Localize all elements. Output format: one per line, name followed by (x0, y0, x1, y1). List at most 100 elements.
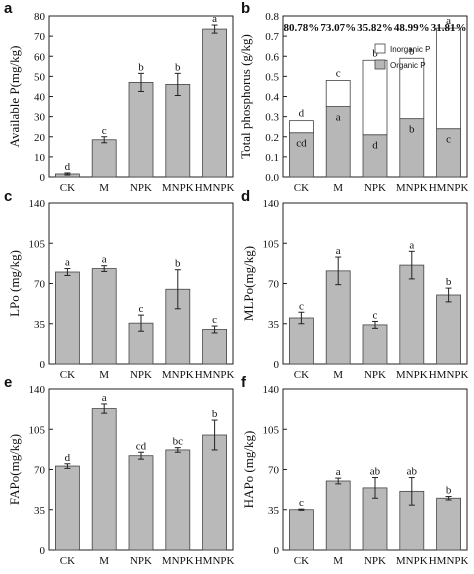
panel-a-significance-letter: b (175, 61, 181, 73)
panel-a-significance-letter: b (138, 61, 144, 73)
panel-c-significance-letter: a (65, 257, 70, 269)
panel-b-percentage-label: 31.81% (431, 22, 467, 34)
panel-b-ytick-label: 0.4 (265, 92, 279, 104)
panel-c-ytick-label: 35 (34, 319, 46, 331)
panel-a-ytick-label: 20 (34, 132, 46, 144)
panel-f-ytick-label: 70 (268, 465, 280, 477)
panel-a-significance-letter: a (212, 13, 217, 25)
panel-d-xtick-label: CK (294, 369, 309, 381)
panel-b-ytick-label: 0.6 (265, 51, 279, 63)
panel-e-significance-letter: b (212, 408, 218, 420)
panel-b-organic-letter: d (372, 140, 378, 152)
panel-e-xtick-label: NPK (130, 555, 152, 567)
panel-b-percentage-label: 35.82% (357, 22, 393, 34)
panel-a-xtick-label: HMNPK (195, 182, 235, 194)
panel-a-letter: a (4, 0, 13, 17)
panel-c-significance-letter: b (175, 258, 181, 270)
panel-f-ytick-label: 140 (263, 384, 280, 396)
panel-f-ytick-label: 35 (268, 505, 280, 517)
panel-a-ytick-label: 80 (34, 11, 46, 23)
panel-c-significance-letter: c (139, 303, 144, 315)
panel-d-bar (325, 270, 351, 365)
panel-c-letter: c (4, 188, 12, 205)
panel-f-xtick-label: M (333, 555, 343, 567)
panel-e-xtick-label: CK (60, 555, 75, 567)
panel-a-ytick-label: 10 (34, 152, 46, 164)
panel-f-xtick-label: NPK (364, 555, 386, 567)
panel-d-ylabel: MLPo(mg/kg) (241, 246, 256, 321)
panel-b-percentage-label: 73.07% (320, 22, 356, 34)
panel-f-ytick-label: 105 (263, 424, 280, 436)
panel-c-xtick-label: MNPK (162, 369, 194, 381)
panel-e-significance-letter: cd (136, 440, 147, 452)
panel-f-xtick-label: CK (294, 555, 309, 567)
panel-d-letter: d (241, 188, 250, 205)
panel-d-xtick-label: NPK (364, 369, 386, 381)
panel-c-xtick-label: HMNPK (195, 369, 235, 381)
panel-b-xtick-label: NPK (364, 182, 386, 194)
panel-b-organic-letter: b (409, 124, 415, 136)
panel-a-bar (128, 82, 154, 178)
panel-b-bar-inorganic (288, 120, 314, 134)
panel-b-organic-letter: c (446, 134, 451, 146)
panel-a-ylabel: Available P(mg/kg) (7, 46, 22, 148)
panel-f-significance-letter: ab (370, 466, 381, 478)
panel-b-ytick-label: 0.1 (265, 152, 279, 164)
panel-b-bar-inorganic (362, 59, 388, 136)
panel-b-ytick-label: 0.0 (265, 172, 279, 184)
panel-b-organic-letter: cd (296, 138, 307, 150)
panel-e-ytick-label: 140 (29, 384, 46, 396)
panel-a-ytick-label: 50 (34, 71, 46, 83)
panel-b-ytick-label: 0.5 (265, 71, 279, 83)
panel-c-xtick-label: M (99, 369, 109, 381)
panel-a-ytick-label: 60 (34, 51, 46, 63)
panel-c-ytick-label: 70 (34, 279, 46, 291)
panel-b-bar-inorganic (436, 27, 462, 130)
panel-d-bar (399, 264, 425, 365)
panel-e-bar (202, 434, 228, 551)
panel-a-ytick-label: 0 (40, 172, 46, 184)
panel-e-ytick-label: 0 (40, 545, 46, 557)
panel-c-bar (55, 271, 80, 365)
panel-d-ytick-label: 105 (263, 238, 280, 250)
panel-b-letter: b (241, 0, 250, 17)
panel-e-bar (55, 465, 80, 551)
panel-d-significance-letter: c (299, 300, 304, 312)
panel-b-legend-label: Organic P (390, 61, 426, 70)
panel-a-xtick-label: M (99, 182, 109, 194)
panel-e-significance-letter: d (65, 452, 71, 464)
panel-c-xtick-label: NPK (130, 369, 152, 381)
panel-b-ytick-label: 0.8 (265, 11, 279, 23)
panel-b-ylabel: Total phosphorus (g/kg) (238, 34, 253, 159)
panel-f-ylabel: HAPo (mg/kg) (241, 431, 256, 509)
panel-e-bar (165, 449, 191, 551)
panel-c-ytick-label: 105 (29, 238, 46, 250)
panel-a-xtick-label: CK (60, 182, 75, 194)
panel-e-bar (128, 455, 154, 551)
panel-d-bar (288, 317, 314, 365)
panel-e-xtick-label: M (99, 555, 109, 567)
panel-d-significance-letter: a (409, 239, 414, 251)
panel-f-significance-letter: c (299, 497, 304, 509)
panel-b-significance-letter: d (299, 108, 305, 120)
panel-c-xtick-label: CK (60, 369, 75, 381)
panel-e-ytick-label: 105 (29, 424, 46, 436)
panel-b-legend-label: Inorganic P (390, 45, 430, 54)
panel-d-significance-letter: a (336, 245, 341, 257)
panel-f-ytick-label: 0 (274, 545, 280, 557)
panel-d-xtick-label: HMNPK (429, 369, 469, 381)
panel-f-xtick-label: MNPK (396, 555, 428, 567)
panel-d-bar (362, 324, 388, 365)
panel-e-xtick-label: MNPK (162, 555, 194, 567)
panel-b-bar-organic (399, 118, 425, 178)
panel-b-bar-organic (325, 106, 351, 178)
panel-f-bar (325, 480, 351, 551)
panel-f-bar (288, 509, 314, 551)
panel-e-ytick-label: 70 (34, 465, 46, 477)
panel-b-ytick-label: 0.7 (265, 31, 279, 43)
panel-b-xtick-label: M (333, 182, 343, 194)
panel-e-letter: e (4, 374, 12, 391)
panel-f-bar (436, 497, 462, 551)
panel-a-ytick-label: 30 (34, 112, 46, 124)
panel-b-legend-swatch (374, 59, 386, 70)
